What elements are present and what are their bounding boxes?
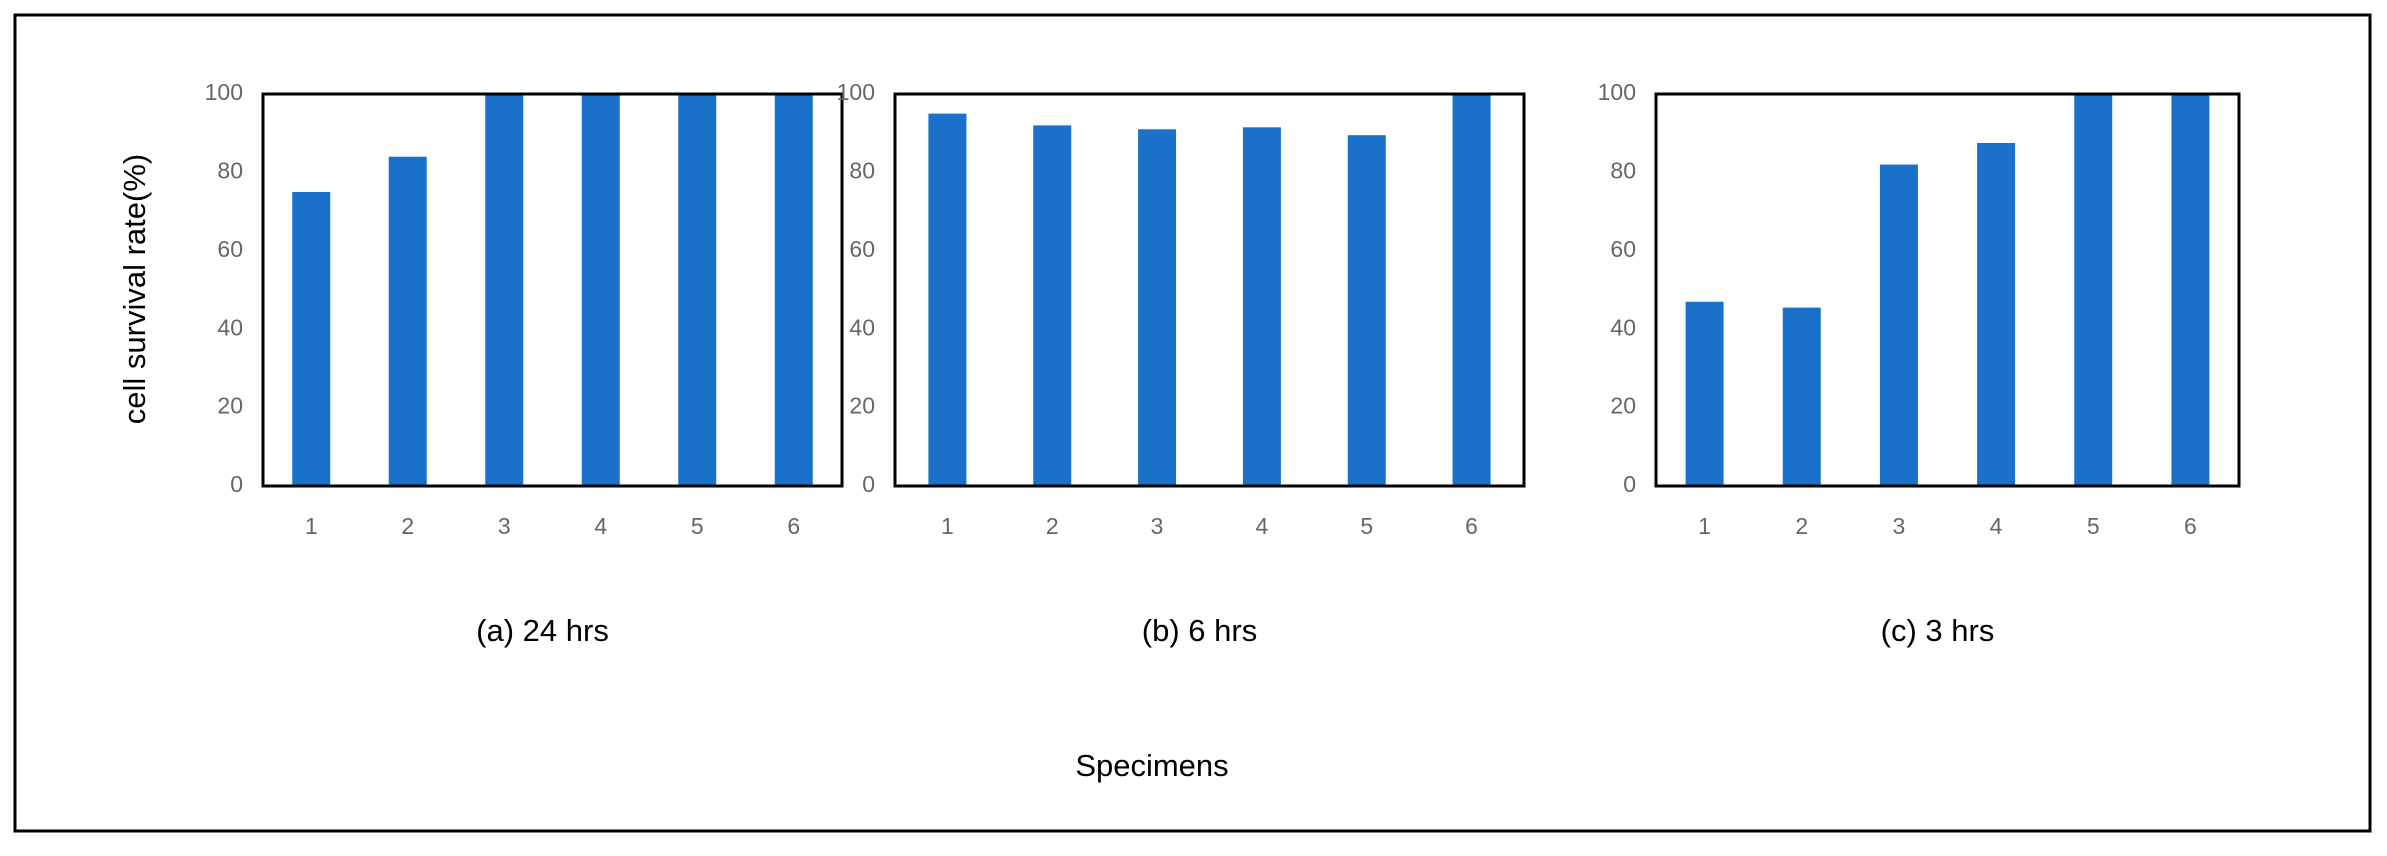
y-tick-label: 100 [205, 79, 243, 105]
x-tick-label: 4 [1256, 513, 1269, 539]
y-tick-label: 60 [1610, 236, 1636, 262]
x-tick-label: 2 [1795, 513, 1808, 539]
x-tick-label: 5 [1360, 513, 1373, 539]
x-tick-label: 1 [941, 513, 954, 539]
x-tick-label: 5 [2087, 513, 2100, 539]
y-tick-label: 0 [862, 471, 875, 497]
bar [774, 94, 813, 486]
x-tick-label: 2 [1046, 513, 1059, 539]
y-tick-label: 100 [1598, 79, 1636, 105]
chart-title: (c) 3 hrs [1881, 613, 1995, 648]
bar [2171, 94, 2210, 486]
bar [292, 192, 331, 486]
y-tick-label: 0 [1623, 471, 1636, 497]
y-tick-label: 40 [1610, 314, 1636, 340]
bar [1347, 135, 1386, 486]
frame [13, 13, 2372, 833]
chart-title: (b) 6 hrs [1142, 613, 1257, 648]
x-tick-label: 6 [1465, 513, 1478, 539]
x-tick-label: 1 [305, 513, 318, 539]
x-tick-label: 6 [787, 513, 800, 539]
x-tick-label: 3 [498, 513, 511, 539]
y-tick-label: 80 [217, 157, 243, 183]
x-tick-label: 3 [1151, 513, 1164, 539]
bar [928, 113, 967, 486]
x-tick-label: 4 [1990, 513, 2003, 539]
bar [485, 94, 524, 486]
y-tick-label: 80 [849, 157, 875, 183]
bar [1242, 127, 1281, 486]
y-tick-label: 20 [849, 393, 875, 419]
y-tick-label: 20 [1610, 393, 1636, 419]
x-tick-label: 1 [1698, 513, 1711, 539]
y-tick-label: 0 [230, 471, 243, 497]
y-tick-label: 40 [217, 314, 243, 340]
bar [1138, 129, 1177, 486]
x-tick-label: 2 [401, 513, 414, 539]
bar [2074, 94, 2113, 486]
plot-border [261, 92, 844, 488]
y-tick-label: 40 [849, 314, 875, 340]
bar [1452, 94, 1491, 486]
y-tick-label: 80 [1610, 157, 1636, 183]
bar [678, 94, 717, 486]
y-tick-label: 60 [849, 236, 875, 262]
x-axis-label: Specimens [1075, 748, 1228, 783]
bar [1977, 143, 2016, 486]
bar [1879, 164, 1918, 486]
y-axis-label: cell survival rate(%) [117, 154, 152, 424]
x-tick-label: 5 [691, 513, 704, 539]
x-tick-label: 6 [2184, 513, 2197, 539]
chart-title: (a) 24 hrs [476, 613, 609, 648]
bar [581, 94, 620, 486]
bar [1782, 307, 1821, 486]
plot-border [893, 92, 1526, 488]
x-tick-label: 3 [1893, 513, 1906, 539]
y-tick-label: 60 [217, 236, 243, 262]
x-tick-label: 4 [594, 513, 607, 539]
y-tick-label: 20 [217, 393, 243, 419]
y-tick-label: 100 [837, 79, 875, 105]
bar [1685, 301, 1724, 486]
plot-border [1654, 92, 2241, 488]
bar [388, 156, 427, 486]
bar [1033, 125, 1072, 487]
